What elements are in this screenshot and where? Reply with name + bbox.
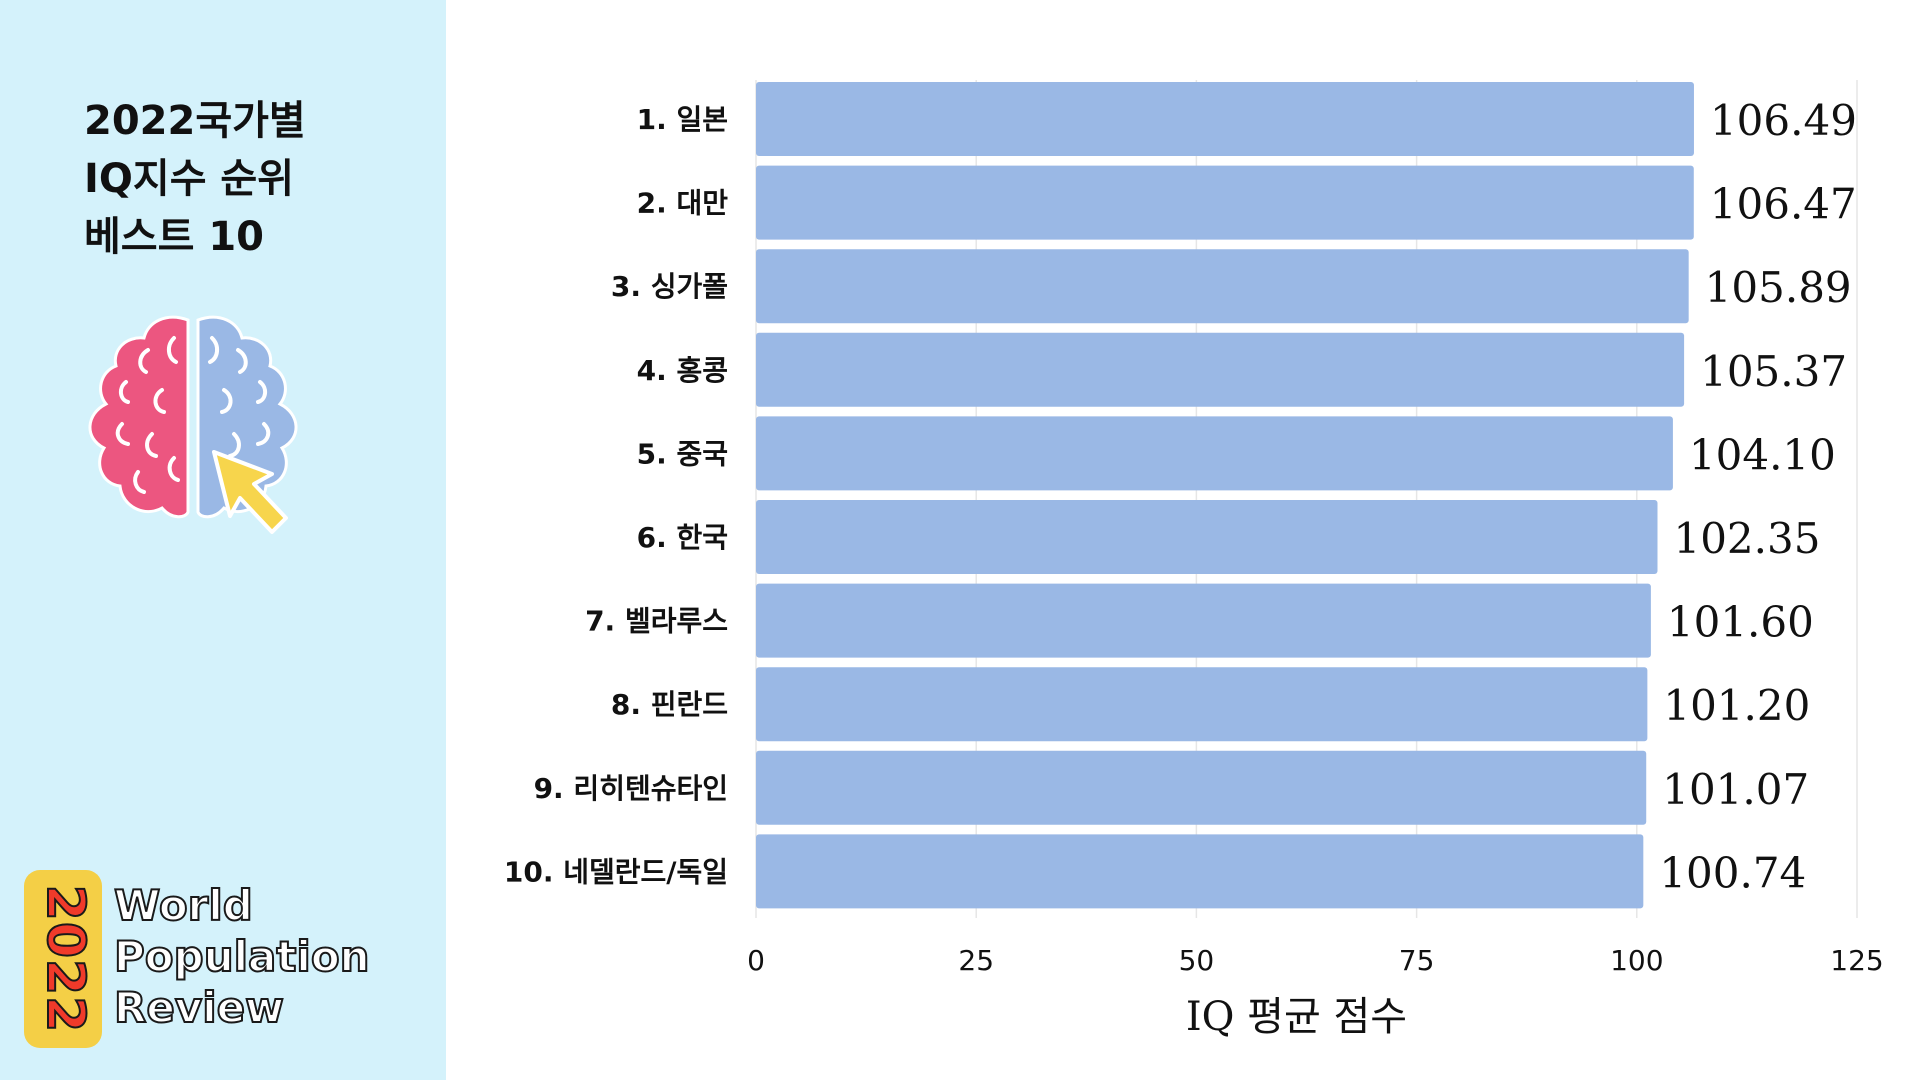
category-label: 2. 대만: [637, 187, 729, 220]
year-badge-text: 2022: [34, 884, 96, 1035]
brain-with-cursor-icon: [82, 312, 312, 546]
bar: [756, 500, 1658, 574]
title-text-1: 국가별: [195, 98, 306, 144]
chart-value-labels: 106.49 106.47 105.89 105.37 104.10 102.35 101.…: [1659, 96, 1857, 897]
source-line-1: World: [113, 880, 254, 931]
value-label: 105.37: [1700, 347, 1847, 396]
bar: [756, 82, 1694, 156]
category-label: 8. 핀란드: [611, 688, 728, 721]
x-tick-label: 125: [1830, 944, 1883, 977]
category-label: 4. 홍콩: [637, 354, 728, 387]
year-badge: 2022: [24, 870, 102, 1048]
category-label: 5. 중국: [637, 437, 728, 470]
chart-bars: [756, 82, 1694, 909]
bar: [756, 750, 1647, 825]
value-label: 101.20: [1663, 681, 1810, 730]
value-label: 101.07: [1662, 765, 1809, 814]
bar: [756, 416, 1673, 491]
chart-x-ticks: 0 25 50 75 100 125: [747, 944, 1884, 977]
value-label: 104.10: [1689, 430, 1836, 479]
bar: [756, 249, 1689, 324]
category-label: 10. 네델란드/독일: [504, 855, 728, 888]
title-line-3: 베스트 10: [84, 208, 306, 266]
bar: [756, 667, 1648, 742]
category-label: 7. 벨라루스: [585, 605, 728, 638]
source-name: World Population Review: [113, 880, 371, 1033]
source-line-3: Review: [113, 982, 285, 1033]
value-label: 100.74: [1659, 848, 1806, 897]
category-label: 6. 한국: [637, 521, 728, 554]
x-tick-label: 0: [747, 944, 765, 977]
x-tick-label: 25: [958, 944, 994, 977]
bar: [756, 583, 1651, 658]
title-text-2: 지수 순위: [132, 156, 295, 202]
title-line-2: IQ지수 순위: [84, 150, 306, 208]
title-count: 10: [208, 214, 264, 260]
category-label: 1. 일본: [637, 103, 728, 136]
source-line-2: Population: [113, 931, 371, 982]
value-label: 106.49: [1710, 96, 1857, 145]
sidebar: 2022국가별 IQ지수 순위 베스트 10: [0, 0, 446, 1080]
bar: [756, 165, 1694, 240]
page-title: 2022국가별 IQ지수 순위 베스트 10: [84, 92, 306, 266]
value-label: 102.35: [1673, 514, 1820, 563]
title-line-1: 2022국가별: [84, 92, 306, 150]
value-label: 105.89: [1705, 263, 1852, 312]
source-logo: 2022 World Population Review: [22, 870, 442, 1050]
x-tick-label: 100: [1610, 944, 1663, 977]
x-tick-label: 50: [1179, 944, 1215, 977]
title-year: 2022: [84, 98, 196, 144]
bar: [756, 834, 1644, 909]
value-label: 101.60: [1667, 598, 1814, 647]
title-iq: IQ: [84, 156, 133, 202]
category-label: 9. 리히텐슈타인: [534, 772, 728, 805]
title-text-3: 베스트: [84, 214, 209, 260]
bar: [756, 332, 1685, 407]
x-tick-label: 75: [1399, 944, 1435, 977]
value-label: 106.47: [1710, 180, 1857, 229]
x-axis-title: IQ 평균 점수: [1186, 994, 1407, 1040]
category-label: 3. 싱가폴: [611, 270, 728, 303]
chart-category-labels: 1. 일본 2. 대만 3. 싱가폴 4. 홍콩 5. 중국 6. 한국 7. 벨라루스 8.…: [504, 103, 728, 888]
iq-bar-chart: 1. 일본 2. 대만 3. 싱가폴 4. 홍콩 5. 중국 6. 한국 7. 벨라루스 8.…: [504, 80, 1884, 1040]
